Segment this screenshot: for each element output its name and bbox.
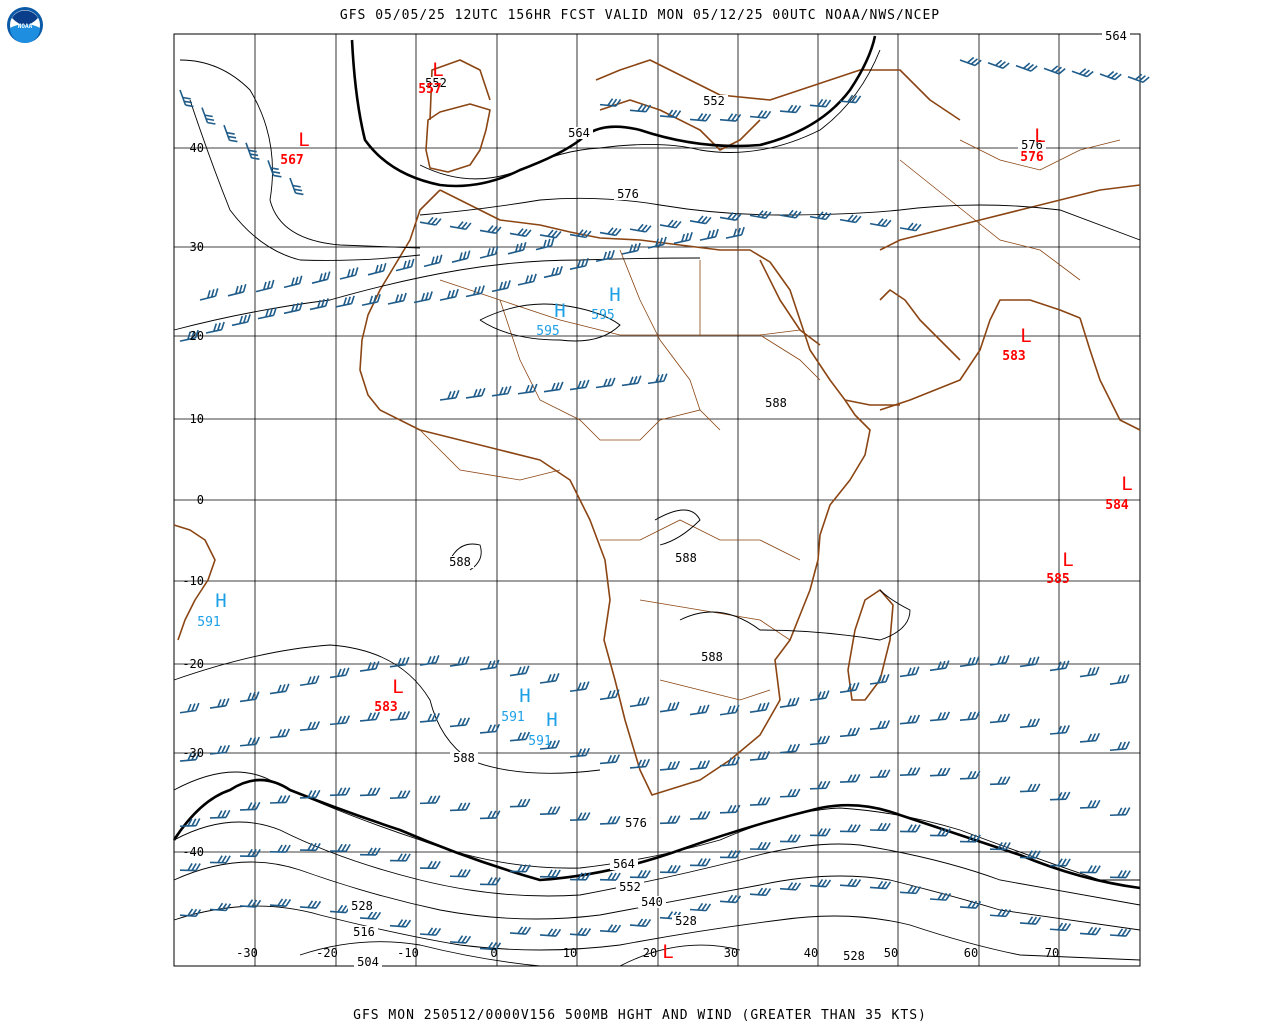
lon-label: 70	[1045, 946, 1059, 960]
contour-label: 576	[625, 816, 647, 830]
contour-label: 564	[568, 126, 590, 140]
lat-label: 10	[190, 412, 204, 426]
contour-label: 588	[675, 551, 697, 565]
contour-label: 552	[703, 94, 725, 108]
lon-label: -10	[397, 946, 419, 960]
center-value: 567	[280, 153, 303, 168]
center-value: 557	[418, 82, 441, 97]
coastlines	[173, 59, 1141, 796]
contour-label: 516	[353, 925, 375, 939]
contour-label: 588	[453, 751, 475, 765]
low-center-letter: L	[392, 676, 403, 698]
low-center-letter: L	[1034, 125, 1045, 147]
high-center-letter: H	[546, 709, 557, 731]
lat-label: 0	[197, 493, 204, 507]
high-center-letter: H	[519, 685, 530, 707]
center-value: 585	[1046, 572, 1069, 587]
contour-label: 552	[425, 76, 447, 90]
contour-label: 504	[357, 955, 379, 969]
lat-label: -10	[182, 574, 204, 588]
center-value: 584	[1105, 498, 1129, 513]
low-center-letter: L	[298, 129, 309, 151]
low-center-letter: L	[662, 941, 673, 963]
center-value: 591	[501, 710, 524, 725]
lat-label: 20	[190, 329, 204, 343]
lon-label: 50	[884, 946, 898, 960]
heavy-height-contours	[172, 35, 1141, 890]
contour-label: 576	[617, 187, 639, 201]
low-center-letter: L	[1062, 549, 1073, 571]
lon-label: 20	[643, 946, 657, 960]
lat-label: -30	[182, 746, 204, 760]
longitude-labels: -30 -20 -10 0 10 20 30 40 50 60 70	[236, 946, 1059, 960]
contour-label: 528	[843, 949, 865, 963]
low-center-letter: L	[1121, 473, 1132, 495]
lat-lon-grid	[174, 34, 1140, 966]
low-center-letter: L	[432, 59, 443, 81]
lat-label: 40	[190, 141, 204, 155]
center-value: 591	[197, 615, 220, 630]
center-value: 583	[374, 700, 397, 715]
wind-barbs	[179, 56, 1150, 951]
lat-label: 30	[190, 240, 204, 254]
center-value: 576	[1020, 150, 1044, 165]
latitude-labels: 40 30 20 10 0 -10 -20 -30 -40	[182, 141, 204, 859]
contour-label: 588	[449, 555, 471, 569]
contour-label: 564	[613, 857, 635, 871]
noaa-logo-icon: NOAA	[7, 7, 43, 43]
lon-label: 0	[490, 946, 497, 960]
lon-label: 30	[724, 946, 738, 960]
lon-label: -30	[236, 946, 258, 960]
contour-label: 540	[641, 895, 663, 909]
height-contours	[173, 49, 1141, 967]
high-center-letter: H	[554, 300, 565, 322]
contour-label: 588	[701, 650, 723, 664]
lon-label: 60	[964, 946, 978, 960]
lon-label: 40	[804, 946, 818, 960]
contour-label: 564	[1105, 29, 1127, 43]
center-value: 595	[536, 324, 559, 339]
contour-label: 576	[1021, 138, 1043, 152]
pressure-centers: L557L567L576L583L584L585L583LH595H595H59…	[197, 59, 1132, 963]
lat-label: -40	[182, 845, 204, 859]
svg-text:NOAA: NOAA	[18, 23, 33, 30]
high-center-letter: H	[609, 284, 620, 306]
contour-label: 528	[675, 914, 697, 928]
center-value: 595	[591, 308, 614, 323]
center-value: 591	[528, 734, 551, 749]
contour-label: 552	[619, 880, 641, 894]
lat-label: -20	[182, 657, 204, 671]
chart-footer: GFS MON 250512/0000V156 500MB HGHT AND W…	[353, 1008, 927, 1023]
lon-label: -20	[316, 946, 338, 960]
contour-label: 528	[351, 899, 373, 913]
contour-label: 588	[765, 396, 787, 410]
lon-label: 10	[563, 946, 577, 960]
low-center-letter: L	[1020, 325, 1031, 347]
chart-title: GFS 05/05/25 12UTC 156HR FCST VALID MON …	[339, 8, 941, 23]
high-center-letter: H	[215, 590, 226, 612]
center-value: 583	[1002, 349, 1025, 364]
country-borders	[419, 139, 1121, 701]
